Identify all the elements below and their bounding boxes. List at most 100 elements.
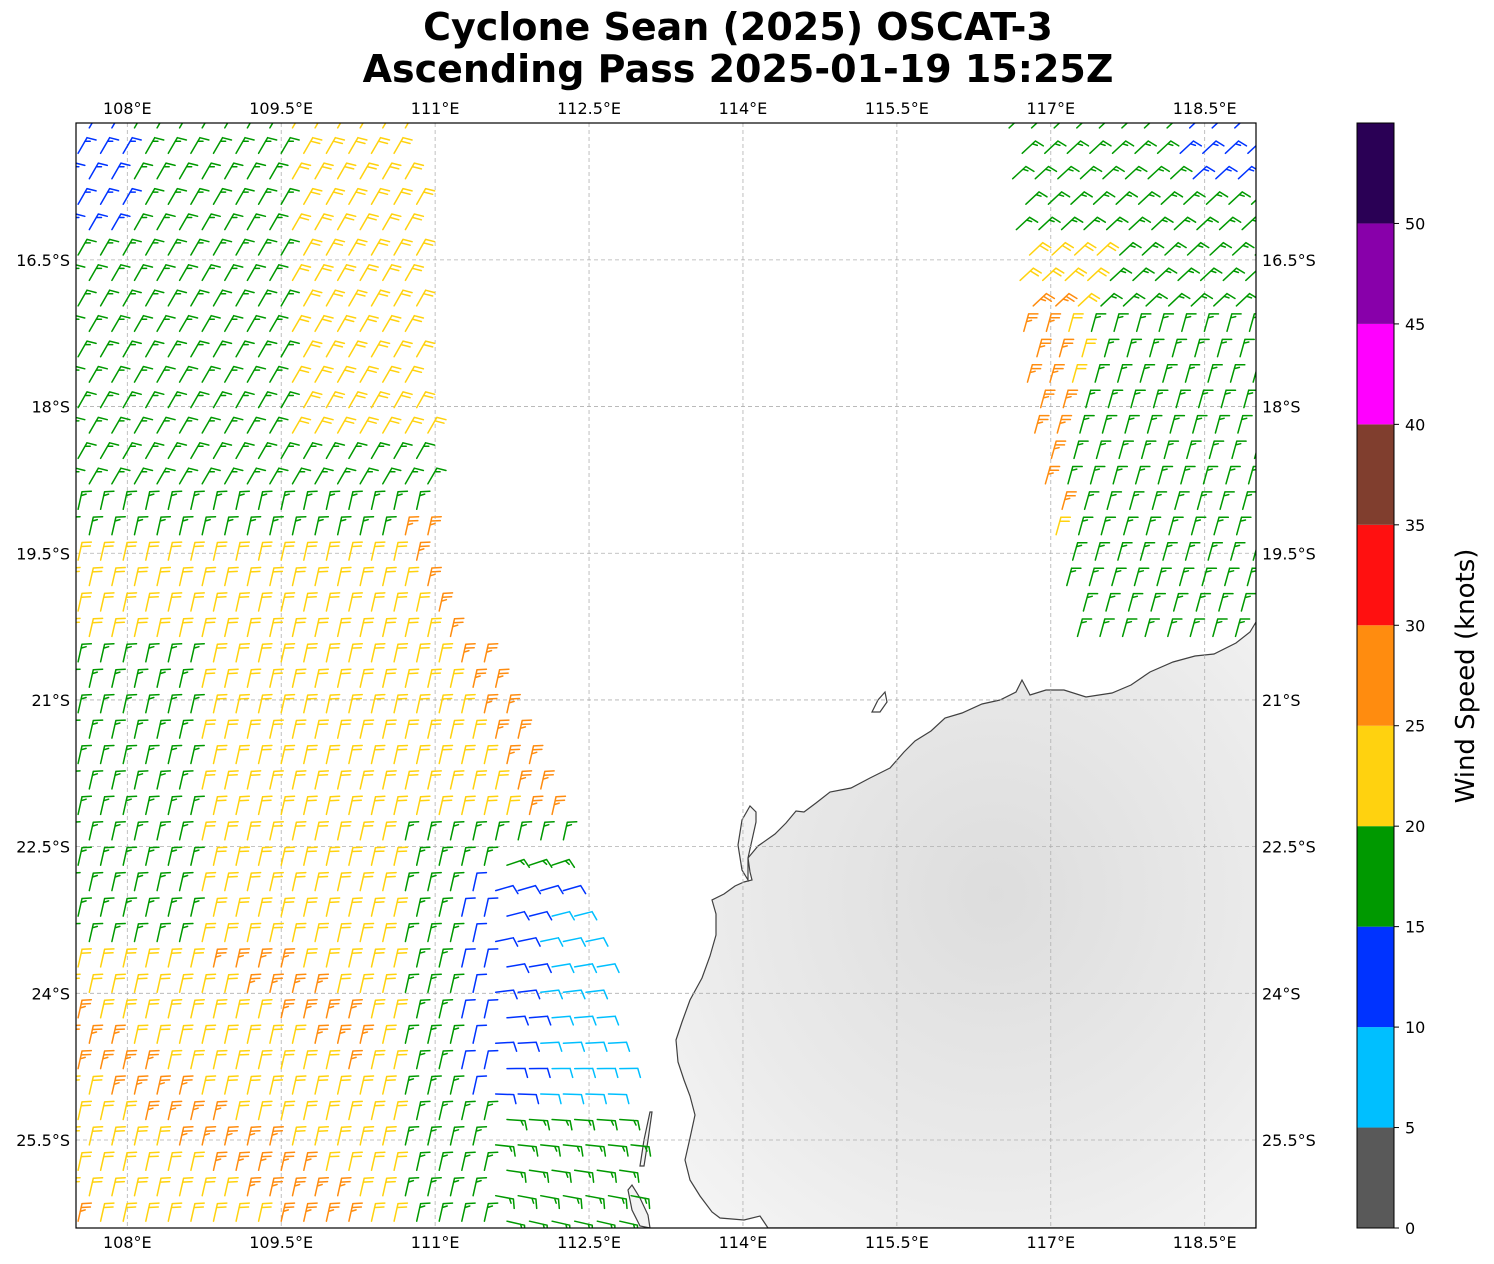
wind-barb [1169, 414, 1186, 434]
wind-barb [257, 693, 273, 714]
wind-barb [269, 213, 289, 231]
wind-barb [438, 998, 454, 1019]
wind-barb [224, 314, 244, 333]
wind-barb [122, 643, 138, 663]
wind-barb [257, 391, 278, 409]
wind-barb [111, 1126, 126, 1146]
wind-barb [483, 1151, 499, 1172]
wind-barb [325, 846, 341, 866]
wind-barb [573, 1067, 597, 1079]
wind-barb [156, 973, 172, 994]
wind-barb [167, 391, 188, 409]
wind-barb [427, 922, 442, 943]
wind-barb [133, 668, 149, 688]
wind-barb [1203, 313, 1220, 333]
wind-barb [449, 719, 465, 739]
wind-barb [111, 1176, 126, 1197]
wind-barb [201, 922, 217, 943]
wind-barb [1243, 389, 1256, 409]
wind-barb [167, 1100, 183, 1121]
wind-barb [404, 668, 420, 688]
wind-barb [291, 1075, 307, 1095]
wind-barb [336, 515, 352, 536]
wind-barb [269, 1024, 284, 1044]
wind-barb [303, 744, 318, 765]
wind-barb [201, 162, 221, 180]
wind-barb [370, 340, 391, 358]
wind-barb [145, 442, 165, 460]
wind-barb [415, 340, 436, 358]
wind-barb [348, 1202, 363, 1222]
wind-barb [246, 314, 267, 333]
wind-barb [122, 693, 138, 714]
wind-barb [212, 897, 228, 917]
wind-barb [99, 541, 115, 561]
wind-barb [77, 541, 93, 561]
wind-barb [280, 1100, 296, 1121]
wind-barb [1100, 516, 1117, 536]
wind-barb [235, 592, 251, 612]
wind-barb [235, 795, 251, 816]
wind-barb [1094, 542, 1111, 561]
wind-barb [303, 897, 318, 917]
wind-barb [1224, 140, 1248, 155]
wind-barb [1194, 338, 1210, 358]
wind-barb [325, 795, 341, 816]
wind-barb [1036, 338, 1052, 358]
wind-barb [133, 1126, 149, 1146]
wind-barb [1092, 191, 1116, 205]
wind-barb [1051, 241, 1075, 256]
wind-barb [472, 871, 488, 892]
wind-barb [449, 871, 465, 892]
lat-tick-label-right: 22.5°S [1262, 838, 1316, 857]
wind-barb [1147, 165, 1171, 180]
lon-tick-label-top: 114°E [719, 99, 768, 118]
wind-barb [190, 490, 205, 511]
wind-barb [404, 719, 420, 739]
wind-barb [370, 897, 386, 917]
wind-barb [370, 1049, 386, 1070]
wind-barb [348, 289, 368, 307]
wind-barb [585, 1093, 607, 1105]
wind-barb [235, 541, 251, 561]
wind-barb [145, 998, 160, 1019]
wind-barb [325, 391, 346, 409]
wind-barb [325, 187, 346, 205]
lon-tick-label-top: 115.5°E [865, 99, 929, 118]
wind-barb [167, 592, 183, 612]
wind-barb [506, 1169, 527, 1183]
wind-barb [111, 515, 126, 536]
wind-barb [336, 668, 352, 688]
wind-barb [1089, 140, 1112, 155]
wind-barb [145, 541, 160, 561]
wind-barb [212, 490, 228, 511]
wind-barb [76, 566, 81, 573]
wind-barb [201, 973, 217, 994]
wind-barb [1259, 517, 1273, 534]
wind-barb [88, 1075, 104, 1095]
wind-barb [1135, 313, 1152, 333]
wind-barb [472, 973, 488, 994]
wind-barb [235, 948, 251, 968]
wind-barb [201, 213, 221, 231]
wind-barb [201, 719, 217, 739]
wind-barb [88, 770, 104, 790]
wind-barb [314, 770, 330, 790]
wind-barb [156, 1075, 172, 1095]
wind-barb [314, 617, 330, 638]
wind-barb [133, 566, 149, 587]
wind-barb [224, 871, 239, 892]
wind-barb [257, 289, 278, 307]
wind-barb [1121, 618, 1138, 638]
wind-barb [280, 541, 296, 561]
wind-barb [461, 897, 476, 917]
wind-barb [190, 846, 205, 866]
wind-barb [257, 490, 273, 511]
wind-barb [77, 897, 93, 917]
wind-barb [1157, 465, 1174, 485]
wind-barb [122, 238, 142, 256]
wind-barb [1229, 364, 1246, 383]
wind-barb [314, 123, 319, 129]
wind-barb [280, 238, 300, 256]
wind-barb [122, 846, 138, 866]
